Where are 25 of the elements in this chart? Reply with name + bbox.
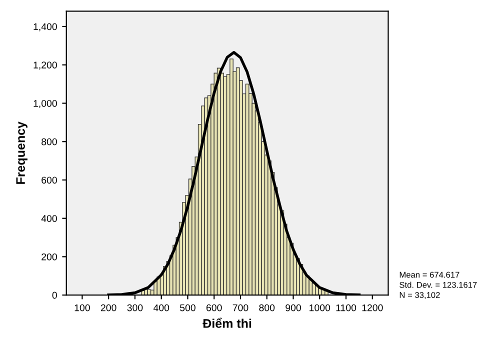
x-tick-label: 600 <box>206 304 222 312</box>
x-tick-label: 700 <box>232 304 248 312</box>
x-tick-label: 500 <box>180 304 196 312</box>
y-tick-label: 200 <box>42 253 57 260</box>
y-tick-label: 800 <box>42 138 57 146</box>
x-tick-label: 1100 <box>336 304 356 312</box>
x-tick-label: 1000 <box>310 304 330 312</box>
text: Mean = 674.617 <box>400 272 460 278</box>
text: Std. Dev. = 123.1617 <box>400 282 477 288</box>
y-tick-label: 600 <box>42 176 57 184</box>
x-tick-label: 900 <box>286 304 301 312</box>
x-tick-label: 300 <box>127 304 143 312</box>
x-tick-label: 1200 <box>362 304 383 312</box>
x-tick-label: 800 <box>259 304 275 312</box>
y-tick-label: 1,200 <box>34 62 57 70</box>
x-tick-label: 400 <box>153 304 170 312</box>
x-tick-label: 100 <box>74 304 90 312</box>
y-tick-label: 400 <box>41 215 57 222</box>
y-axis-title: Frequency <box>16 122 28 184</box>
text: N = 33,102 <box>400 292 440 299</box>
y-tick-label: 1,000 <box>34 100 57 108</box>
x-axis-title: Điểm thi <box>202 318 252 328</box>
x-tick-label: 200 <box>100 304 116 312</box>
y-tick-label: 1,400 <box>34 23 57 32</box>
y-tick-label: 0 <box>52 292 57 299</box>
